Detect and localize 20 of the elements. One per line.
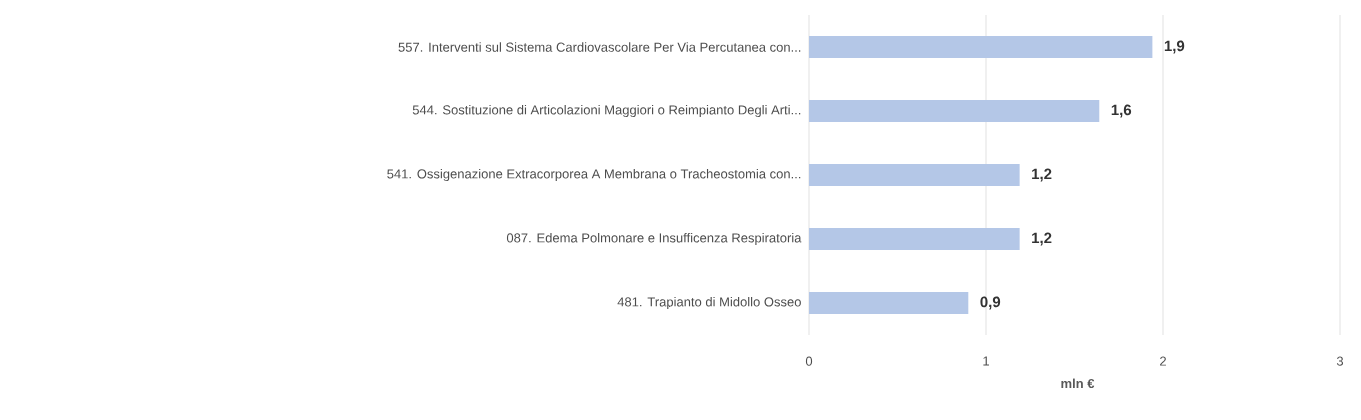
y-tick-label: 541. Ossigenazione Extracorporea A Membrana o Tracheostomia con...: [387, 168, 801, 182]
y-tick-label: 544. Sostituzione di Articolazioni Maggiori o Reimpianto Degli Arti...: [412, 104, 801, 118]
bar: [809, 292, 969, 314]
data-label: 1,2: [1032, 232, 1052, 246]
x-tick-label: 2: [1160, 356, 1166, 366]
x-tick-label: 0: [805, 356, 813, 366]
data-label: 1,9: [1164, 40, 1185, 54]
data-label: 1,2: [1032, 168, 1052, 182]
data-label: 1,6: [1111, 104, 1132, 118]
bar: [809, 228, 1020, 250]
bar: [809, 164, 1020, 186]
y-tick-label: 557. Interventi sul Sistema Cardiovascolare Per Via Percutanea con...: [398, 42, 801, 52]
y-tick-label: 481. Trapianto di Midollo Osseo: [617, 296, 801, 310]
data-label: 0,9: [980, 296, 1001, 310]
y-tick-label: 087. Edema Polmonare e Insufficenza Respiratoria: [506, 232, 802, 246]
bar: [809, 100, 1100, 122]
bar: [809, 36, 1153, 58]
x-axis-title: mln €: [1061, 378, 1095, 389]
x-tick-label: 3: [1336, 356, 1344, 366]
x-tick-label: 1: [983, 356, 989, 366]
